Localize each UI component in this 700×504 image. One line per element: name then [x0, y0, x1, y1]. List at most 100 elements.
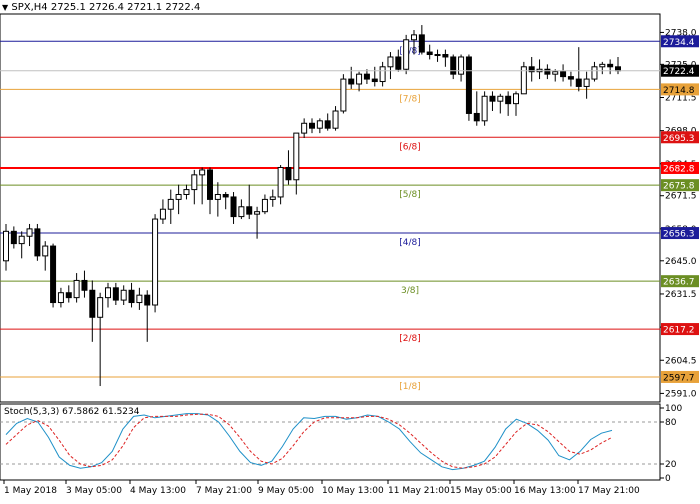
- candle-body: [371, 78, 378, 83]
- candle-body: [175, 193, 182, 200]
- candle-body: [222, 193, 229, 198]
- y-tick-label: 2591.0: [665, 389, 697, 399]
- price-tag-label: 2675.8: [663, 182, 695, 192]
- y-tick-label: 2604.5: [665, 356, 697, 366]
- murrey-level-label: [8/8]: [399, 46, 421, 56]
- candle-body: [120, 289, 127, 301]
- murrey-level-label: [2/8]: [399, 334, 421, 344]
- x-tick-label: 11 May 21:00: [388, 486, 450, 496]
- price-tag: [661, 370, 699, 383]
- candle-body: [528, 66, 535, 73]
- price-tag: [661, 227, 699, 240]
- murrey-level-label: 3/8]: [401, 286, 419, 296]
- last-price-label: 2722.4: [663, 67, 695, 77]
- candle-body: [552, 71, 559, 75]
- price-tag-label: 2597.7: [663, 373, 695, 383]
- price-tag-label: 2695.3: [663, 134, 695, 144]
- candle-body: [89, 289, 96, 318]
- x-tick-label: 1 May 2018: [4, 486, 57, 496]
- stoch-title: Stoch(5,3,3) 67.5862 61.5234: [4, 407, 140, 417]
- candle-body: [3, 230, 9, 262]
- candle-body: [238, 206, 245, 218]
- candle-body: [26, 228, 33, 237]
- stoch-y-label: 80: [665, 418, 677, 428]
- candle-body: [81, 279, 88, 291]
- candle-body: [128, 289, 135, 304]
- x-tick-label: 17 May 21:00: [578, 486, 640, 496]
- x-tick-label: 9 May 05:00: [258, 486, 314, 496]
- murrey-level-label: [6/8]: [399, 142, 421, 152]
- candle-body: [481, 95, 488, 122]
- stoch-y-label: 20: [665, 460, 677, 470]
- candle-body: [246, 206, 253, 215]
- x-tick-label: 7 May 21:00: [196, 486, 252, 496]
- murrey-level-label: [5/8]: [399, 190, 421, 200]
- candle-body: [324, 120, 331, 129]
- candle-body: [450, 56, 457, 75]
- candle-body: [332, 110, 339, 129]
- price-pane-frame: [0, 13, 661, 403]
- candle-body: [411, 34, 417, 41]
- candle-body: [560, 71, 567, 78]
- candle-body: [465, 56, 472, 114]
- candle-body: [105, 287, 111, 299]
- candle-body: [513, 93, 519, 105]
- candle-body: [144, 294, 151, 306]
- candle-body: [418, 34, 425, 53]
- candle-body: [426, 51, 433, 56]
- price-tag: [661, 35, 699, 48]
- price-tag: [661, 275, 699, 288]
- candle-body: [230, 196, 237, 218]
- candle-body: [340, 78, 347, 112]
- candle-body: [567, 76, 574, 80]
- candle-body: [583, 78, 590, 87]
- price-tag: [661, 179, 699, 192]
- candle-body: [199, 169, 206, 176]
- candle-body: [575, 78, 582, 87]
- candle-body: [18, 235, 25, 245]
- candle-body: [159, 208, 166, 220]
- candle-body: [277, 166, 284, 198]
- candle-body: [489, 95, 496, 102]
- chart-header: ▼ SPX,H4 2725.1 2726.4 2721.1 2722.4: [2, 1, 200, 15]
- candle-body: [316, 120, 323, 129]
- candle-body: [183, 189, 190, 195]
- candle-body: [191, 174, 198, 191]
- price-tag-label: 2734.4: [663, 38, 695, 48]
- candle-body: [152, 218, 159, 306]
- x-tick-label: 3 May 05:00: [66, 486, 122, 496]
- x-tick-label: 4 May 13:00: [130, 486, 186, 496]
- candle-body: [112, 287, 119, 301]
- candle-body: [167, 198, 174, 210]
- candle-body: [591, 66, 598, 80]
- price-tag: [661, 323, 699, 336]
- candle-body: [293, 132, 300, 181]
- price-tag-label: 2682.8: [663, 164, 695, 174]
- murrey-level-label: [1/8]: [399, 382, 421, 392]
- stoch-y-label: 0: [665, 474, 671, 484]
- candle-body: [285, 166, 292, 181]
- candle-body: [615, 66, 621, 72]
- candle-body: [254, 211, 261, 215]
- candle-body: [214, 193, 221, 200]
- candle-body: [50, 245, 57, 304]
- price-tag-label: 2656.3: [663, 230, 695, 240]
- candle-body: [434, 54, 441, 57]
- y-tick-label: 2711.5: [665, 93, 697, 103]
- candle-body: [42, 245, 49, 257]
- stoch-signal-line: [5, 413, 613, 469]
- candle-body: [607, 63, 614, 68]
- candle-body: [97, 297, 104, 318]
- price-tag-label: 2636.7: [663, 278, 695, 288]
- candle-body: [57, 292, 64, 304]
- candle-body: [309, 122, 315, 129]
- y-tick-label: 2738.0: [665, 28, 697, 38]
- y-tick-label: 2671.5: [665, 192, 697, 202]
- price-tag-label: 2617.2: [663, 326, 695, 336]
- triangle-down-icon[interactable]: ▼: [2, 3, 9, 12]
- candle-body: [379, 66, 386, 83]
- y-tick-label: 2631.5: [665, 290, 697, 300]
- candle-body: [442, 54, 449, 58]
- ohlc-readout: 2725.1 2726.4 2721.1 2722.4: [50, 2, 201, 13]
